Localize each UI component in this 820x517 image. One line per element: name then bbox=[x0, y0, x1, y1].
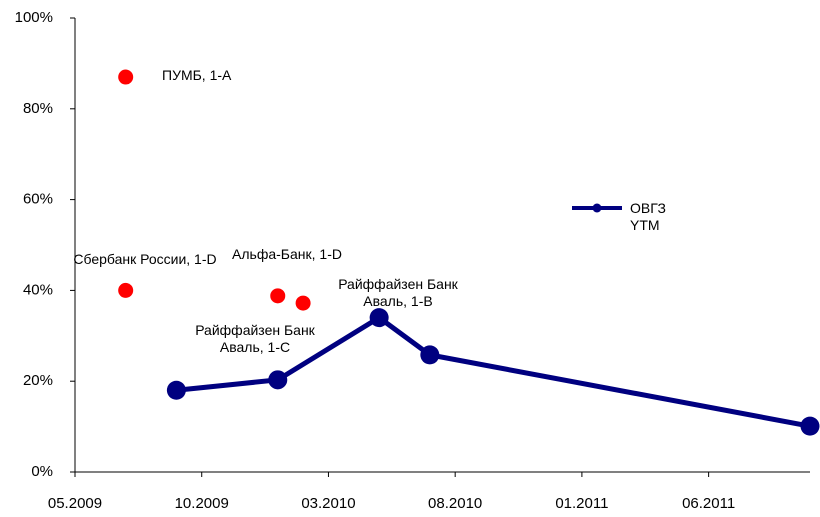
line-marker bbox=[268, 370, 288, 390]
x-tick-label: 01.2011 bbox=[555, 495, 608, 512]
x-tick-label: 08.2010 bbox=[428, 495, 482, 512]
line-marker bbox=[166, 380, 186, 400]
x-tick-label: 10.2009 bbox=[175, 495, 229, 512]
annotation: Альфа-Банк, 1-D bbox=[232, 246, 342, 262]
x-tick-label: 05.2009 bbox=[48, 495, 102, 512]
y-tick-label: 20% bbox=[23, 372, 53, 389]
y-tick-label: 100% bbox=[15, 9, 53, 26]
scatter-point bbox=[118, 282, 134, 298]
annotation: Райффайзен Банк Аваль, 1-В bbox=[338, 276, 458, 309]
annotation: Райффайзен Банк Аваль, 1-С bbox=[195, 322, 315, 355]
scatter-point bbox=[118, 69, 134, 85]
scatter-point bbox=[295, 295, 311, 311]
line-marker bbox=[420, 345, 440, 365]
annotation: Сбербанк России, 1-D bbox=[73, 251, 217, 267]
x-tick-label: 06.2011 bbox=[682, 495, 735, 512]
y-tick-label: 40% bbox=[23, 281, 53, 298]
x-tick-label: 03.2010 bbox=[301, 495, 355, 512]
legend-label: ОВГЗ YTM bbox=[630, 200, 666, 233]
y-tick-label: 0% bbox=[31, 463, 53, 480]
y-tick-label: 80% bbox=[23, 100, 53, 117]
legend-marker bbox=[592, 203, 602, 213]
line-marker bbox=[369, 308, 389, 328]
scatter-point bbox=[270, 288, 286, 304]
annotation: ПУМБ, 1-А bbox=[162, 67, 232, 83]
y-tick-label: 60% bbox=[23, 191, 53, 208]
line-marker bbox=[800, 416, 820, 436]
